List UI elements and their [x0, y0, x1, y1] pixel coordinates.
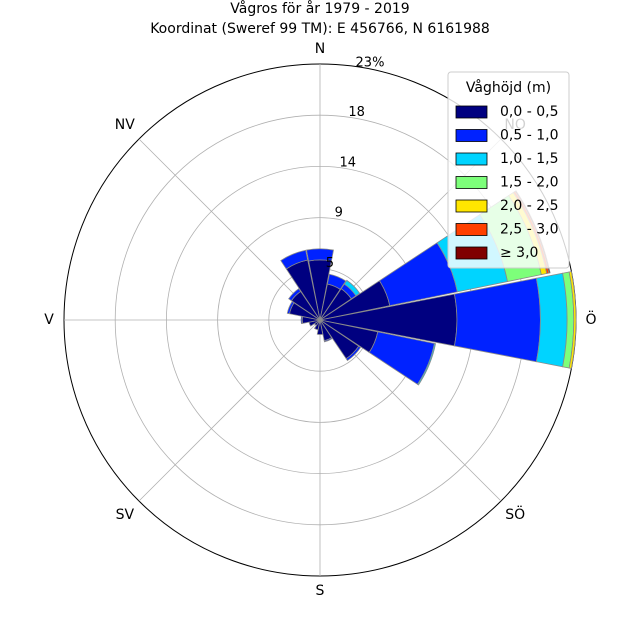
direction-label-0: N	[315, 41, 325, 57]
legend-swatch-2	[455, 152, 488, 166]
radial-tick-label: 23%	[356, 55, 385, 70]
legend-title: Våghöjd (m)	[466, 79, 551, 96]
bar-sector-4-bin-1	[453, 277, 541, 363]
radial-tick-labels: 5 9 14 18 23%	[326, 55, 385, 271]
grid-spoke	[138, 138, 321, 321]
legend-swatch-1	[455, 129, 488, 142]
legend-label-2: 1,0 - 1,5	[500, 151, 558, 167]
direction-label-4: S	[316, 583, 325, 599]
bar-sector-15-bin-1	[280, 249, 309, 270]
legend-swatch-0	[455, 105, 488, 119]
bar-sector-14-bin-1	[288, 288, 302, 302]
legend: Våghöjd (m) 0,0 - 0,5 0,5 - 1,0 1,0 - 1,5 1,…	[447, 71, 570, 269]
bar-sector-12-bin-1	[300, 315, 303, 325]
radial-tick-label: 18	[348, 105, 365, 120]
direction-label-3: SÖ	[505, 505, 525, 523]
legend-swatch-5	[455, 223, 488, 236]
bar-sector-5-bin-2	[416, 343, 437, 386]
legend-label-6: ≥ 3,0	[500, 245, 538, 261]
legend-label-4: 2,0 - 2,5	[500, 198, 558, 214]
direction-label-2: Ö	[585, 310, 596, 328]
chart-subtitle: Koordinat (Sweref 99 TM): E 456766, N 61…	[150, 21, 490, 37]
radial-tick-label: 9	[335, 206, 343, 221]
grid-spoke	[138, 319, 321, 502]
legend-swatch-3	[455, 176, 488, 189]
bar-sector-8-bin-0	[316, 319, 324, 335]
bar-sector-7-bin-1	[323, 337, 333, 343]
bar-sector-0-bin-1	[306, 248, 334, 262]
direction-label-7: NV	[115, 117, 135, 133]
legend-label-5: 2,5 - 3,0	[500, 222, 558, 238]
bar-sector-4-bin-4	[568, 271, 577, 369]
radial-tick-label: 5	[326, 256, 334, 271]
radial-tick-label: 14	[339, 155, 356, 170]
legend-label-1: 0,5 - 1,0	[500, 128, 558, 144]
legend-box	[447, 71, 570, 269]
legend-swatch-4	[455, 199, 488, 213]
direction-label-5: SV	[116, 507, 135, 523]
bar-sector-1-bin-1	[326, 273, 347, 290]
bar-sector-6-bin-1	[345, 345, 362, 362]
direction-label-6: V	[44, 312, 54, 328]
bar-sector-2-bin-2	[343, 279, 361, 297]
legend-swatch-6	[455, 246, 488, 260]
bar-sector-4-bin-2	[535, 272, 568, 368]
legend-label-0: 0,0 - 0,5	[500, 104, 558, 120]
chart-title: Vågros för år 1979 - 2019	[230, 0, 409, 17]
legend-label-3: 1,5 - 2,0	[500, 175, 558, 191]
